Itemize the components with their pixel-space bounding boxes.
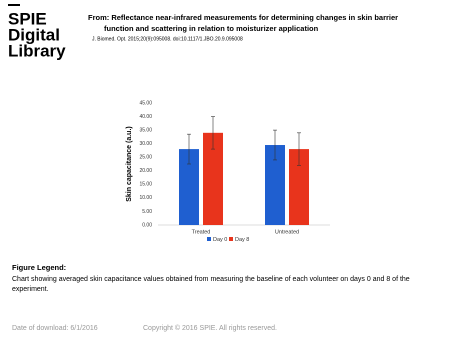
y-axis-label: Skin capacitance (a.u.) [126,126,133,201]
legend-swatch [207,237,211,241]
bar [265,145,285,225]
legend-label: Day 0 [213,237,227,243]
legend-swatch [229,237,233,241]
error-bar [211,116,215,150]
error-bar [273,129,277,161]
y-tick-label: 10.00 [139,195,152,201]
y-tick-label: 20.00 [139,168,152,174]
figure-legend-heading: Figure Legend: [12,263,66,272]
logo-line: Digital [8,25,60,44]
y-tick-label: 40.00 [139,114,152,120]
y-tick-label: 15.00 [139,182,152,188]
y-tick-label: 35.00 [139,127,152,133]
y-tick-label: 25.00 [139,155,152,161]
header-title: function and scattering in relation to m… [104,24,319,33]
y-tick-label: 45.00 [139,100,152,106]
footer-date: Date of download: 6/1/2016 [12,325,98,332]
header-title: From: Reflectance near-infrared measurem… [88,13,398,22]
citation: J. Biomed. Opt. 2015;20(9):095008. doi:1… [92,36,243,42]
x-tick-label: Untreated [275,229,299,235]
legend-label: Day 8 [235,237,249,243]
logo-bar [8,4,20,6]
y-tick-label: 5.00 [142,209,152,215]
error-bar [187,133,191,165]
footer-copyright: Copyright © 2016 SPIE. All rights reserv… [143,324,277,332]
bar [289,149,309,225]
error-bar [297,132,301,166]
y-tick-label: 30.00 [139,141,152,147]
y-tick-label: 0.00 [142,222,152,228]
figure-caption: Chart showing averaged skin capacitance … [12,276,410,293]
bar [203,132,223,225]
logo-line: Library [8,41,66,60]
bar [179,149,199,225]
logo-line: SPIE [8,9,47,28]
x-tick-label: Treated [192,229,211,235]
